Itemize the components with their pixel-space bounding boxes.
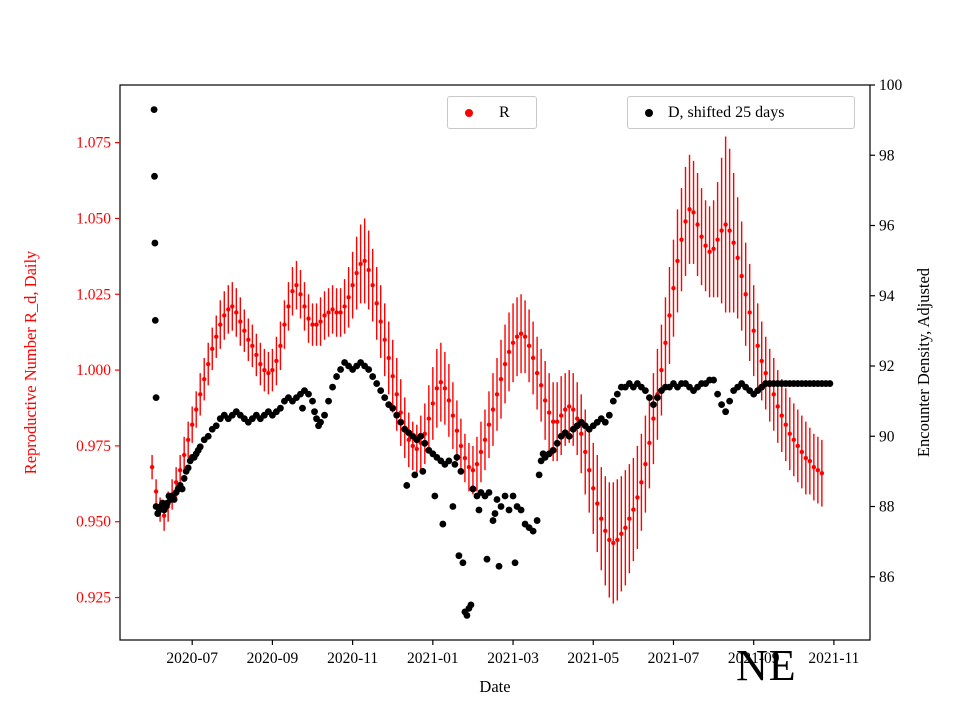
svg-text:0.950: 0.950 — [76, 514, 111, 531]
svg-text:0.975: 0.975 — [76, 438, 111, 455]
y-axis-right: 86 88 90 92 94 96 98 100 — [870, 77, 903, 586]
svg-text:2020-11: 2020-11 — [327, 650, 378, 667]
svg-text:96: 96 — [879, 218, 895, 235]
svg-text:98: 98 — [879, 147, 895, 164]
svg-text:1.000: 1.000 — [76, 362, 111, 379]
svg-text:92: 92 — [879, 358, 895, 375]
legend-r-label: R — [499, 103, 510, 121]
red-dot-icon — [465, 108, 473, 117]
region-annotation: NE — [736, 641, 797, 690]
svg-text:2021-05: 2021-05 — [567, 650, 619, 667]
y-axis-left-title: Reproductive Number R_d, Daily — [21, 250, 40, 474]
svg-text:2021-07: 2021-07 — [648, 650, 700, 667]
svg-text:2021-01: 2021-01 — [407, 650, 459, 667]
svg-text:2020-09: 2020-09 — [247, 650, 299, 667]
x-axis-title: Date — [479, 677, 510, 696]
svg-text:2020-07: 2020-07 — [166, 650, 218, 667]
series-d — [150, 106, 834, 619]
svg-text:2021-09: 2021-09 — [728, 650, 780, 667]
y-axis-right-title: Encounter Density, Adjusted — [914, 267, 933, 457]
svg-text:94: 94 — [879, 288, 895, 305]
series-r — [149, 136, 825, 604]
legend-r: R — [447, 96, 537, 129]
svg-text:1.075: 1.075 — [76, 135, 111, 152]
svg-text:2021-03: 2021-03 — [487, 650, 539, 667]
y-axis-left: 0.925 0.950 0.975 1.000 1.025 1.050 1.075 — [76, 135, 120, 607]
plot-frame — [119, 84, 871, 641]
svg-text:1.025: 1.025 — [76, 286, 111, 303]
svg-text:0.925: 0.925 — [76, 590, 111, 607]
svg-text:2021-11: 2021-11 — [808, 650, 859, 667]
svg-text:1.050: 1.050 — [76, 210, 111, 227]
svg-text:90: 90 — [879, 428, 895, 445]
svg-text:88: 88 — [879, 499, 895, 516]
x-axis: 2020-07 2020-09 2020-11 2021-01 2021-03 2021-… — [166, 640, 859, 667]
legend-d: D, shifted 25 days — [627, 96, 855, 129]
black-dot-icon — [645, 108, 653, 117]
svg-text:86: 86 — [879, 569, 895, 586]
legend-d-label: D, shifted 25 days — [668, 103, 785, 121]
svg-text:100: 100 — [879, 77, 903, 94]
